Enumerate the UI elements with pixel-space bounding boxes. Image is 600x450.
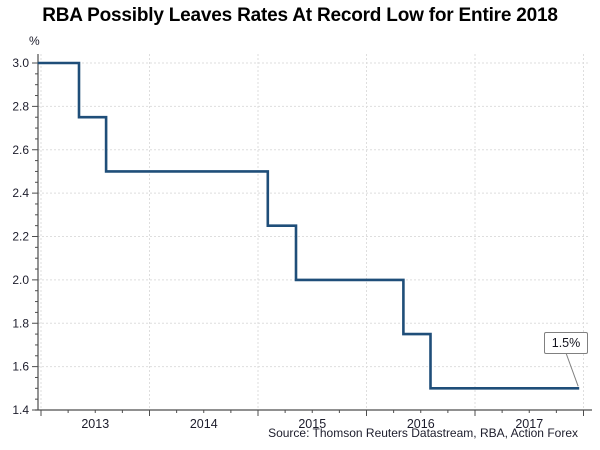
horizontal-gridlines xyxy=(38,62,588,368)
svg-text:2.2: 2.2 xyxy=(12,230,29,244)
svg-text:3.0: 3.0 xyxy=(12,56,29,70)
svg-text:2.4: 2.4 xyxy=(12,186,29,200)
svg-text:2.8: 2.8 xyxy=(12,99,29,113)
y-axis-tick-labels: 3.0 2.8 2.6 2.4 2.2 2.0 1.8 1.6 1.4 xyxy=(12,56,29,417)
y-axis-ticks xyxy=(32,62,38,411)
axes xyxy=(35,54,592,411)
svg-text:2014: 2014 xyxy=(190,417,218,431)
callout-leader-line xyxy=(565,352,579,387)
svg-text:2017: 2017 xyxy=(515,417,543,431)
svg-text:2015: 2015 xyxy=(298,417,326,431)
svg-text:2.0: 2.0 xyxy=(12,273,29,287)
x-axis-ticks xyxy=(40,410,584,416)
svg-text:2016: 2016 xyxy=(407,417,435,431)
x-axis-tick-labels: 2013 2014 2015 2016 2017 xyxy=(81,417,543,431)
last-value-label: 1.5% xyxy=(551,336,581,350)
svg-text:2013: 2013 xyxy=(81,417,109,431)
svg-text:1.6: 1.6 xyxy=(12,360,29,374)
last-value-callout: 1.5% xyxy=(544,332,588,354)
y-axis-unit-label: % xyxy=(29,34,40,48)
svg-text:1.4: 1.4 xyxy=(12,403,29,417)
vertical-gridlines xyxy=(40,54,584,410)
svg-text:1.8: 1.8 xyxy=(12,316,29,330)
source-attribution: Source: Thomson Reuters Datastream, RBA,… xyxy=(268,426,578,440)
series-rba-cash-rate xyxy=(37,61,580,390)
svg-text:2.6: 2.6 xyxy=(12,143,29,157)
chart-title: RBA Possibly Leaves Rates At Record Low … xyxy=(42,5,558,26)
